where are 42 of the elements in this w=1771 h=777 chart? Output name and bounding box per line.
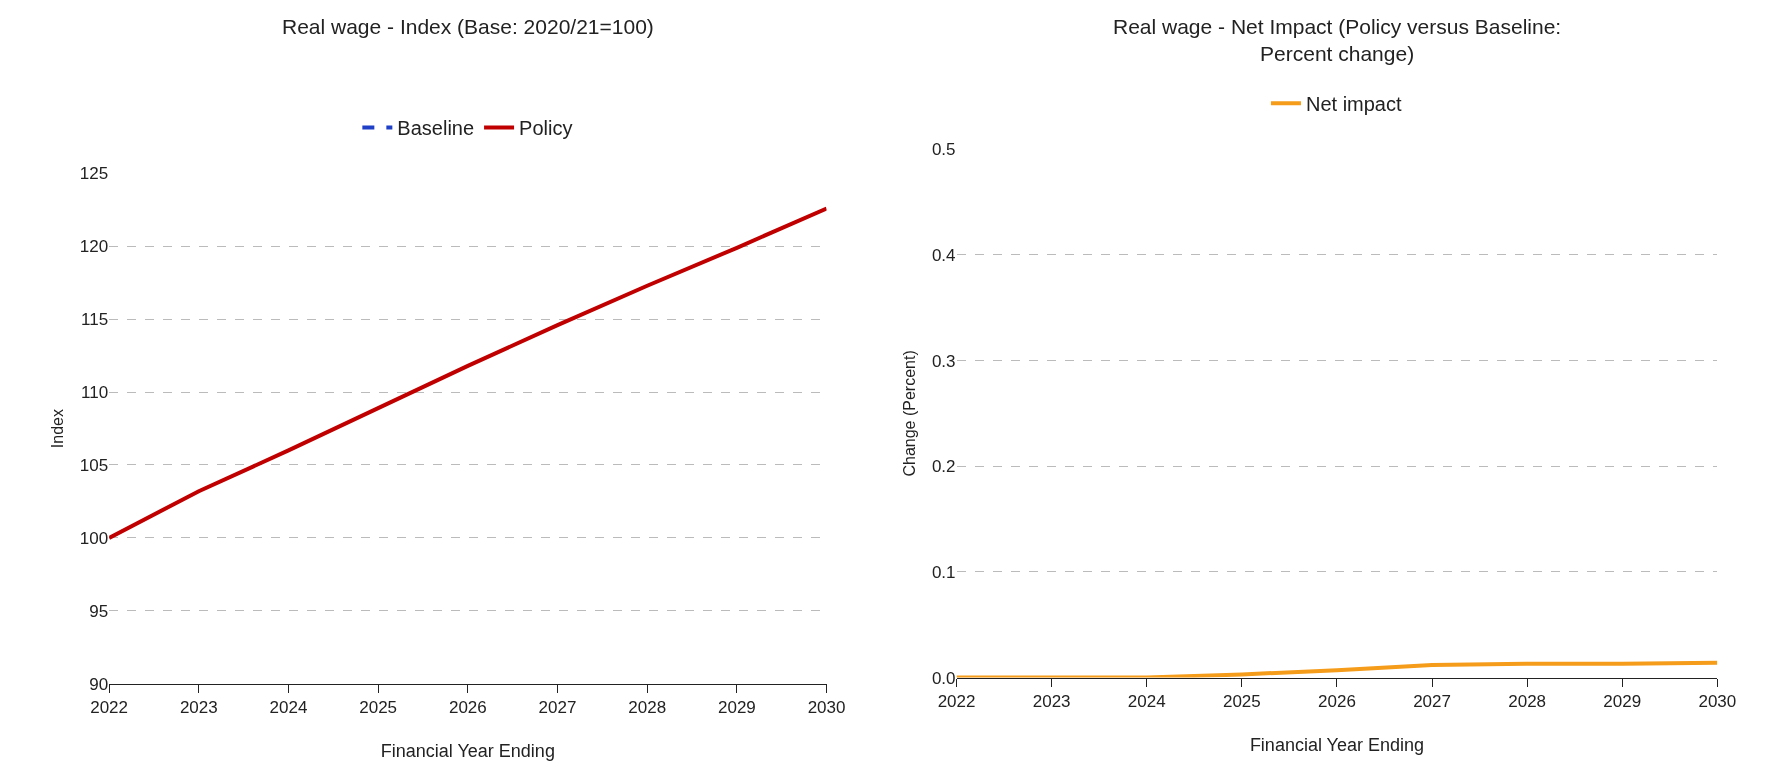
x-axis-title: Financial Year Ending: [380, 741, 555, 762]
x-tick-label: 2028: [1508, 691, 1547, 711]
x-tick-label: 2027: [538, 698, 577, 718]
y-tick-label: 0.4: [931, 245, 956, 265]
y-tick-label: 95: [89, 601, 109, 621]
x-tick-label: 2023: [179, 698, 218, 718]
x-tick-label: 2030: [1698, 691, 1737, 711]
y-tick-label: 115: [81, 310, 109, 330]
y-axis-title: Index: [48, 408, 66, 449]
chart-title: Real wage - Index (Base: 2020/21=100): [282, 15, 654, 38]
x-tick-label: 2029: [1603, 691, 1642, 711]
x-tick-label: 2025: [1222, 691, 1261, 711]
y-tick-label: 0.1: [931, 562, 956, 582]
x-axis-title: Financial Year Ending: [1249, 735, 1425, 756]
legend-label: Policy: [519, 117, 573, 140]
y-tick-label: 105: [79, 455, 109, 475]
x-tick-label: 2026: [1318, 691, 1356, 711]
x-tick-label: 2025: [359, 698, 398, 718]
y-tick-label: 110: [81, 383, 109, 403]
legend-label: Net impact: [1305, 93, 1402, 115]
x-tick-label: 2026: [448, 698, 487, 718]
y-tick-label: 100: [79, 528, 109, 548]
y-axis-title: Change (Percent): [900, 350, 918, 477]
legend-label: Baseline: [397, 117, 475, 140]
y-tick-label: 0.2: [931, 457, 956, 477]
x-tick-label: 2027: [1413, 691, 1451, 711]
x-tick-label: 2023: [1032, 691, 1071, 711]
x-tick-label: 2024: [1127, 691, 1166, 711]
y-tick-label: 125: [79, 164, 109, 184]
y-tick-label: 120: [79, 237, 109, 257]
chart-title: Real wage - Net Impact (Policy versus Baseline: Percent change): [1113, 15, 1562, 66]
x-tick-label: 2022: [937, 691, 976, 711]
y-tick-label: 90: [89, 674, 109, 694]
y-tick-label: 0.0: [931, 668, 956, 688]
x-tick-label: 2022: [90, 698, 129, 718]
x-tick-label: 2029: [717, 698, 756, 718]
y-tick-label: 0.5: [931, 140, 956, 160]
x-tick-label: 2024: [269, 698, 308, 718]
y-tick-label: 0.3: [931, 351, 956, 371]
x-tick-label: 2030: [807, 698, 846, 718]
x-tick-label: 2028: [628, 698, 667, 718]
line-series: [109, 206, 827, 540]
